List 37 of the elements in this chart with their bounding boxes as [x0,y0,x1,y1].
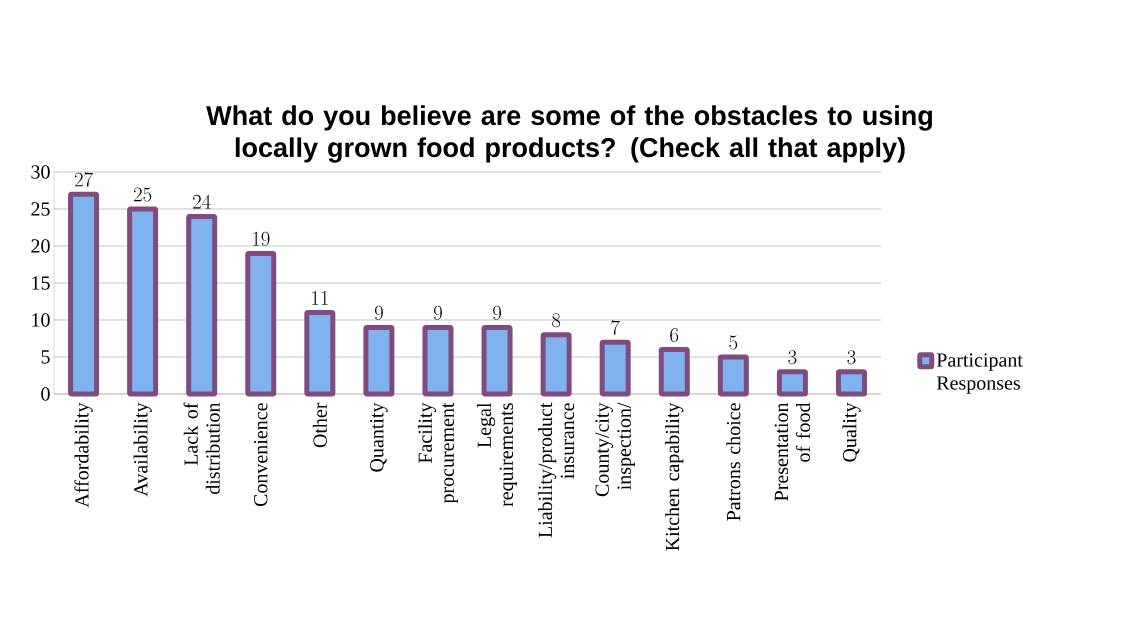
y-tick-label: 25 [31,202,50,216]
x-tick-label: Lack of distribution [183,402,220,495]
data-label: 9 [374,305,383,320]
x-tick-label: Convenience [254,403,268,507]
data-label: 3 [847,350,856,365]
y-tick-label: 15 [32,276,50,290]
y-tick-label: 10 [32,313,50,327]
data-label: 19 [253,231,270,246]
x-tick-label: Other [312,402,327,448]
y-tick-label: 30 [31,165,50,179]
y-tick-label: 5 [41,350,50,364]
data-label: 24 [193,194,211,209]
x-tick-label: Liability/product insurance [538,402,575,538]
chart-title: What do you believe are some of the obstacles to using locally grown food products? (Check all that apply) [206,105,932,163]
data-label: 11 [312,291,328,305]
x-tick-label: Kitchen capability [665,402,684,551]
x-tick-label: Presentation of food [774,402,811,501]
x-tick-label: County/city inspection/ [595,402,635,497]
legend-label: Participant Responses [936,353,1023,394]
y-tick-label: 20 [31,239,50,253]
x-tick-label: Patrons choice [726,403,741,521]
data-label: 5 [729,335,738,350]
data-label: 7 [611,320,620,335]
data-label: 27 [74,172,93,187]
data-label: 25 [133,187,152,202]
data-label: 9 [493,305,501,320]
x-tick-label: Legal requirements [476,402,518,507]
data-label: 8 [552,313,561,328]
x-tick-label: Quality [842,402,861,462]
x-tick-label: Availability [133,402,152,497]
y-tick-label: 0 [41,387,50,401]
data-label: 6 [670,328,679,343]
x-tick-label: Facility procurement [417,402,459,504]
data-label: 3 [788,350,797,365]
data-label: 9 [434,305,442,320]
x-tick-label: Quantity [370,402,388,472]
x-tick-label: Affordability [74,402,93,508]
